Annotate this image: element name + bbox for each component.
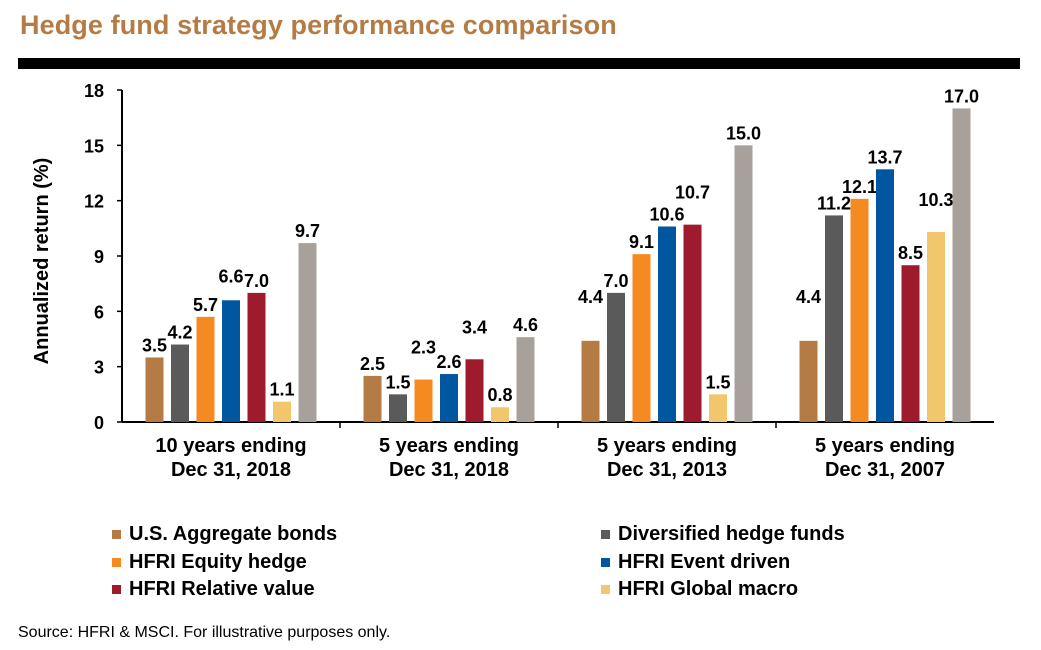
y-tick-label: 18	[84, 81, 104, 101]
x-tick-label: Dec 31, 2013	[607, 459, 727, 481]
data-label: 15.0	[726, 123, 761, 143]
data-label: 8.5	[898, 243, 923, 263]
bar	[876, 169, 894, 422]
data-label: 4.2	[167, 323, 192, 343]
bar	[658, 226, 676, 422]
x-tick-label: Dec 31, 2018	[389, 459, 509, 481]
bar	[145, 357, 164, 422]
bar	[247, 292, 266, 422]
y-tick-label: 9	[94, 247, 104, 267]
x-tick-label: 10 years ending	[155, 435, 306, 457]
bar	[799, 340, 818, 422]
bar	[171, 344, 189, 422]
bar	[196, 316, 215, 422]
data-label: 4.6	[513, 315, 538, 335]
x-tick-label: 5 years ending	[815, 435, 955, 457]
data-label: 4.4	[578, 287, 603, 307]
bar	[465, 359, 484, 422]
y-tick-label: 15	[84, 136, 104, 156]
data-label: 10.3	[918, 190, 953, 210]
bar	[363, 375, 382, 422]
data-label: 7.0	[603, 271, 628, 291]
bar	[389, 394, 407, 422]
bar	[273, 401, 291, 422]
data-label: 3.4	[462, 317, 487, 337]
bar	[825, 215, 843, 422]
data-label: 2.5	[360, 354, 385, 374]
bar	[581, 340, 600, 422]
y-tick-label: 3	[94, 358, 104, 378]
bar	[298, 243, 317, 422]
data-label: 12.1	[842, 177, 877, 197]
bar	[607, 292, 625, 422]
title-rule	[18, 58, 1020, 69]
y-axis-label: Annualized return (%)	[31, 158, 53, 365]
data-label: 2.3	[411, 338, 436, 358]
data-label: 1.5	[385, 372, 410, 392]
chart-title: Hedge fund strategy performance comparis…	[20, 10, 617, 40]
bar	[222, 300, 240, 422]
data-label: 10.6	[649, 204, 684, 224]
data-label: 4.4	[796, 287, 821, 307]
bar	[927, 232, 945, 422]
data-label: 3.5	[142, 335, 167, 355]
data-label: 5.7	[193, 295, 218, 315]
bar	[516, 337, 535, 422]
x-tick-label: 5 years ending	[597, 435, 737, 457]
y-tick-label: 0	[94, 413, 104, 433]
data-label: 1.1	[269, 380, 294, 400]
bar	[850, 198, 869, 422]
data-label: 9.1	[629, 232, 654, 252]
bar	[414, 379, 433, 422]
source-note: Source: HFRI & MSCI. For illustrative pu…	[18, 624, 391, 641]
bar	[952, 108, 971, 422]
data-label: 9.7	[295, 221, 320, 241]
x-tick-label: Dec 31, 2007	[825, 459, 945, 481]
data-label: 17.0	[944, 86, 979, 106]
x-tick-label: 5 years ending	[379, 435, 519, 457]
bar	[709, 394, 727, 422]
data-label: 13.7	[867, 147, 902, 167]
x-tick-label: Dec 31, 2018	[171, 459, 291, 481]
bar	[901, 265, 920, 422]
data-label: 0.8	[487, 385, 512, 405]
bar	[632, 254, 651, 422]
bar	[491, 407, 509, 422]
y-tick-label: 12	[84, 192, 104, 212]
bar	[683, 224, 702, 422]
bar	[440, 374, 458, 422]
bar	[734, 145, 753, 423]
data-label: 1.5	[705, 372, 730, 392]
data-label: 10.7	[675, 183, 710, 203]
data-label: 2.6	[436, 352, 461, 372]
data-label: 11.2	[817, 193, 851, 213]
data-label: 7.0	[244, 271, 269, 291]
y-tick-label: 6	[94, 302, 104, 322]
data-label: 6.6	[218, 266, 243, 286]
